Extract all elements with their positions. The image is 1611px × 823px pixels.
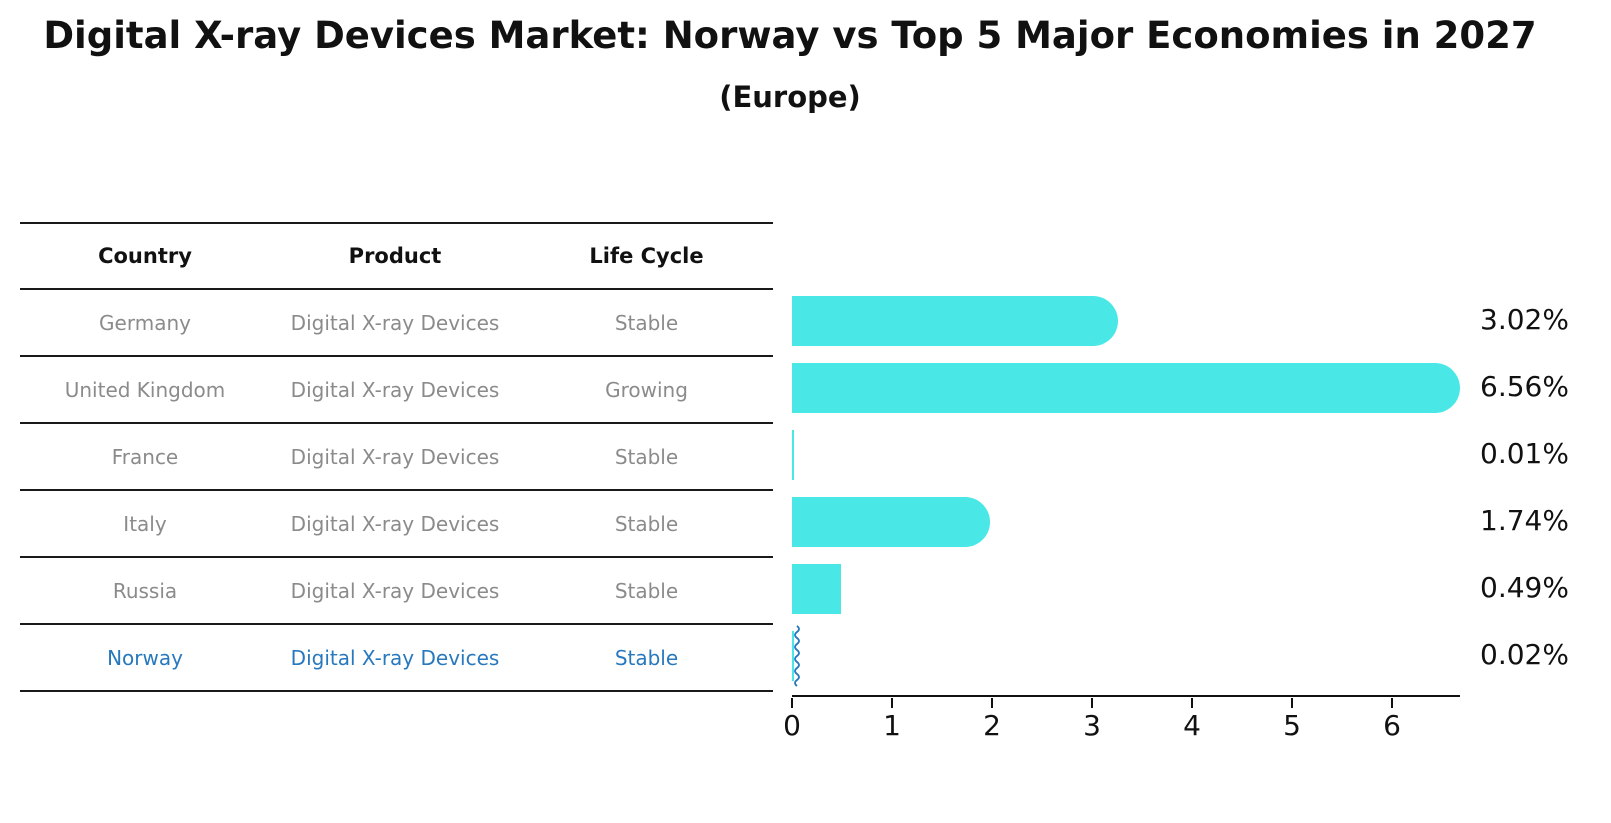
table-header-product: Product [348,244,442,268]
chart-title: Digital X-ray Devices Market: Norway vs … [43,14,1537,57]
table-cell-product: Digital X-ray Devices [290,444,500,469]
chart-subtitle: (Europe) [719,80,861,114]
table-cell-country: Russia [112,578,178,603]
bar-value-label: 0.49% [1480,571,1569,604]
bar-value-label: 1.74% [1480,504,1569,537]
bar [792,430,794,480]
bar-row-norway [792,623,1460,690]
bar [792,564,841,614]
table-cell-life-cycle: Stable [614,444,679,469]
table-cell-product: Digital X-ray Devices [290,578,500,603]
table-header-life-cycle: Life Cycle [589,244,704,268]
x-axis-tick [1191,698,1193,708]
table-cell-product: Digital X-ray Devices [290,511,500,536]
bar [792,497,990,547]
bar-plot-area [792,288,1460,690]
table-header-row: Country Product Life Cycle [20,224,773,290]
country-table: Country Product Life Cycle Germany Digita… [20,222,773,692]
table-cell-product: Digital X-ray Devices [290,377,500,402]
x-axis-tick [1291,698,1293,708]
bar-row-italy [792,489,1460,556]
table-cell-country: Norway [107,645,183,670]
x-axis-tick-label: 2 [983,709,1001,742]
table-cell-life-cycle: Growing [605,377,688,402]
table-row: Germany Digital X-ray Devices Stable [20,290,773,357]
bar-row-united-kingdom [792,355,1460,422]
bar-value-label: 3.02% [1480,303,1569,336]
bar [792,631,794,681]
x-axis: 0 1 2 3 4 5 6 [783,695,1460,742]
value-labels: 3.02% 6.56% 0.01% 1.74% 0.49% 0.02% [1480,288,1610,690]
table-cell-life-cycle: Stable [614,578,679,603]
table-row: Italy Digital X-ray Devices Stable [20,491,773,558]
table-header-country: Country [98,244,192,268]
table-cell-country: France [111,444,179,469]
table-cell-life-cycle: Stable [614,511,679,536]
table-cell-life-cycle: Stable [614,310,679,335]
bar-row-russia [792,556,1460,623]
bar-value-label: 6.56% [1480,370,1569,403]
x-axis-tick [1391,698,1393,708]
table-row: Russia Digital X-ray Devices Stable [20,558,773,625]
table-cell-life-cycle: Stable [614,645,679,670]
table-row: France Digital X-ray Devices Stable [20,424,773,491]
x-axis-tick-label: 6 [1383,709,1401,742]
bar-value-label: 0.01% [1480,437,1569,470]
x-axis-tick [891,698,893,708]
table-row: Norway Digital X-ray Devices Stable [20,625,773,692]
x-axis-tick-label: 5 [1283,709,1301,742]
bar [792,296,1118,346]
x-axis-tick [1091,698,1093,708]
table-cell-product: Digital X-ray Devices [290,310,500,335]
x-axis-tick [791,698,793,708]
table-cell-country: Italy [123,511,167,536]
x-axis-tick-label: 3 [1083,709,1101,742]
bar-row-germany [792,288,1460,355]
x-axis-tick-label: 1 [883,709,901,742]
norway-highlight-squiggle-icon [794,625,800,687]
table-cell-country: United Kingdom [64,377,226,402]
x-axis-tick [991,698,993,708]
bar-row-france [792,422,1460,489]
bar-value-label: 0.02% [1480,638,1569,671]
table-row: United Kingdom Digital X-ray Devices Growi… [20,357,773,424]
x-axis-tick-label: 4 [1183,709,1201,742]
x-axis-tick-label: 0 [783,709,801,742]
table-cell-product: Digital X-ray Devices [290,645,500,670]
bar [792,363,1460,413]
table-cell-country: Germany [99,310,191,335]
